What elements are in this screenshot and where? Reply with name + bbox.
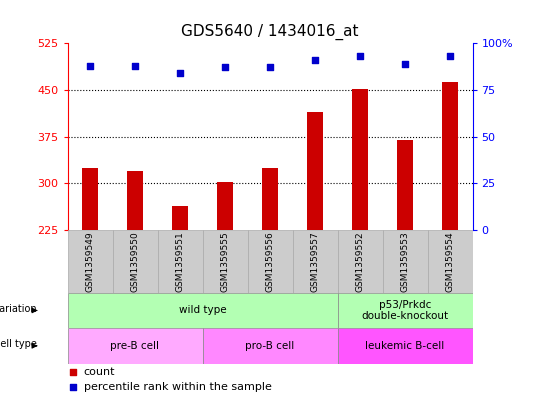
Point	[401, 61, 409, 67]
FancyBboxPatch shape	[338, 328, 472, 364]
Text: pre-B cell: pre-B cell	[111, 341, 159, 351]
FancyBboxPatch shape	[338, 230, 382, 293]
FancyBboxPatch shape	[293, 230, 338, 293]
Text: cell type: cell type	[0, 339, 37, 349]
Text: GSM1359554: GSM1359554	[446, 231, 455, 292]
Text: GSM1359550: GSM1359550	[131, 231, 139, 292]
Bar	[82, 168, 98, 230]
Text: pro-B cell: pro-B cell	[245, 341, 295, 351]
Bar	[262, 168, 278, 230]
FancyBboxPatch shape	[112, 230, 158, 293]
Point	[310, 57, 319, 63]
Bar	[442, 83, 458, 230]
Bar	[127, 171, 143, 230]
Text: GSM1359552: GSM1359552	[355, 231, 364, 292]
FancyBboxPatch shape	[68, 328, 202, 364]
Text: leukemic B-cell: leukemic B-cell	[366, 341, 444, 351]
Title: GDS5640 / 1434016_at: GDS5640 / 1434016_at	[181, 24, 359, 40]
Text: count: count	[84, 367, 115, 377]
Bar	[217, 182, 233, 230]
Point	[69, 369, 77, 375]
Text: GSM1359555: GSM1359555	[220, 231, 230, 292]
FancyBboxPatch shape	[202, 230, 247, 293]
FancyBboxPatch shape	[202, 328, 338, 364]
Point	[356, 53, 364, 59]
FancyBboxPatch shape	[68, 230, 112, 293]
Point	[221, 64, 230, 71]
FancyBboxPatch shape	[382, 230, 428, 293]
FancyBboxPatch shape	[428, 230, 472, 293]
FancyBboxPatch shape	[68, 293, 338, 328]
Point	[176, 70, 184, 76]
Point	[266, 64, 274, 71]
Text: GSM1359553: GSM1359553	[401, 231, 409, 292]
Text: GSM1359549: GSM1359549	[85, 231, 94, 292]
Point	[69, 384, 77, 390]
Bar	[307, 112, 323, 230]
Point	[446, 53, 454, 59]
Text: wild type: wild type	[179, 305, 226, 316]
Point	[86, 62, 94, 69]
FancyBboxPatch shape	[247, 230, 293, 293]
Text: p53/Prkdc
double-knockout: p53/Prkdc double-knockout	[361, 300, 449, 321]
FancyBboxPatch shape	[338, 293, 472, 328]
Text: GSM1359551: GSM1359551	[176, 231, 185, 292]
Text: genotype/variation: genotype/variation	[0, 304, 37, 314]
Text: percentile rank within the sample: percentile rank within the sample	[84, 382, 272, 391]
Text: GSM1359556: GSM1359556	[266, 231, 274, 292]
Point	[131, 62, 139, 69]
FancyBboxPatch shape	[158, 230, 202, 293]
Bar	[172, 206, 188, 230]
Text: GSM1359557: GSM1359557	[310, 231, 320, 292]
Bar	[397, 140, 413, 230]
Bar	[352, 89, 368, 230]
